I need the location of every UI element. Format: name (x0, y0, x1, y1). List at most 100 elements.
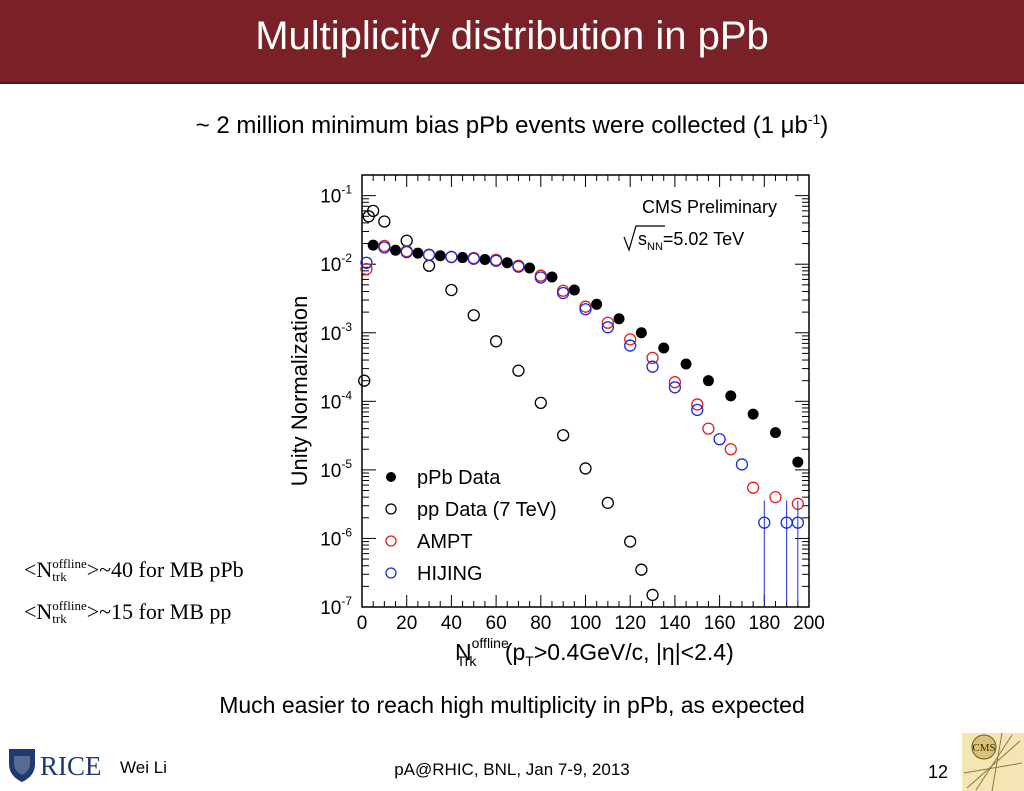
data-point (534, 396, 547, 409)
legend-marker (386, 472, 396, 482)
data-point (725, 390, 737, 402)
data-point (390, 244, 402, 256)
data-point (512, 260, 525, 273)
data-point (746, 481, 760, 494)
slide-subtitle: ~ 2 million minimum bias pPb events were… (0, 111, 1024, 140)
cms-logo-text: CMS (972, 742, 995, 754)
data-point (658, 342, 670, 354)
data-point (400, 245, 413, 259)
legend-label: pp Data (7 TeV) (417, 499, 557, 521)
data-point (467, 309, 480, 322)
data-point (479, 254, 491, 266)
data-point (489, 335, 503, 348)
subtitle-end: ) (820, 112, 829, 139)
slide-title: Multiplicity distribution in pPb (255, 14, 769, 58)
data-point (769, 427, 781, 439)
footer-event: pA@RHIC, BNL, Jan 7-9, 2013 (394, 760, 630, 779)
data-point (680, 358, 692, 370)
data-point (691, 398, 704, 411)
data-point (702, 422, 715, 435)
subtitle-sup: -1 (807, 111, 821, 127)
data-point (457, 252, 469, 264)
legend-label: AMPT (417, 531, 473, 553)
data-point (646, 588, 659, 602)
data-point (524, 262, 536, 274)
y-tick-label: 10-3 (320, 320, 352, 345)
y-tick-label: 10-6 (320, 525, 352, 550)
data-point (579, 303, 592, 316)
data-point (646, 360, 659, 373)
x-tick-label: 80 (530, 613, 551, 634)
data-point (579, 300, 592, 313)
data-point (434, 250, 446, 262)
data-point (668, 376, 682, 389)
data-point (557, 429, 570, 442)
note-mb-pp-sub: trk (52, 610, 67, 626)
data-point (646, 351, 659, 365)
data-point (624, 333, 637, 346)
data-point (624, 339, 637, 352)
y-tick-label: 10-4 (320, 388, 352, 413)
data-point (758, 516, 771, 529)
multiplicity-chart: 0 20 40 60 80 100 120 140 160 180 200 10-7 10-6 10-5 1… (287, 174, 825, 669)
data-point (724, 443, 737, 456)
data-point (702, 375, 714, 387)
data-point (358, 374, 371, 387)
data-point (378, 241, 391, 254)
x-tick-label: 200 (793, 613, 825, 634)
series-ppb-data (367, 239, 804, 468)
data-point (512, 259, 525, 272)
title-bar: Multiplicity distribution in pPb (0, 0, 1024, 84)
data-point (360, 262, 373, 276)
y-tick-label: 10-7 (320, 594, 352, 619)
data-point (445, 250, 458, 264)
series-pp-data-7-tev- (358, 204, 659, 602)
note-mb-ppb-pre: <N (24, 557, 53, 582)
y-tick-label: 10-5 (320, 457, 352, 482)
x-tick-label: 40 (441, 613, 462, 634)
data-point (568, 284, 580, 296)
annotation-cms-preliminary: CMS Preliminary (642, 197, 777, 217)
x-tick-label: 100 (570, 613, 602, 634)
data-point (412, 247, 424, 259)
data-point (668, 381, 682, 394)
data-point (467, 252, 480, 265)
legend-label: HIJING (417, 563, 483, 585)
note-mb-ppb: <N offline trk >~40 for MB pPb (24, 557, 244, 585)
data-point (422, 259, 436, 272)
data-point (735, 458, 749, 471)
data-point (769, 491, 782, 504)
x-tick-label: 120 (614, 613, 646, 634)
legend-marker (385, 535, 397, 547)
x-axis-label: Noffline Trk (pT>0.4GeV/c, |η|<2.4) (455, 635, 734, 669)
data-point (367, 204, 380, 217)
y-tick-label: 10-1 (320, 183, 352, 208)
y-axis-label: Unity Normalization (287, 296, 312, 487)
data-point (635, 327, 647, 339)
data-point (360, 256, 373, 269)
data-point (422, 248, 436, 262)
data-point (792, 456, 804, 468)
data-point (579, 462, 592, 475)
x-tick-label: 180 (748, 613, 780, 634)
data-point (534, 271, 547, 284)
data-point (601, 321, 614, 334)
series-hijing (360, 241, 804, 603)
note-mb-ppb-post: >~40 for MB pPb (86, 557, 244, 582)
x-tick-label: 20 (396, 613, 417, 634)
data-point (601, 316, 614, 329)
data-point (557, 286, 570, 300)
rice-logo-text: RICE (40, 751, 102, 781)
x-tick-label: 60 (486, 613, 507, 634)
data-point (713, 433, 726, 446)
note-mb-ppb-sup: offline (52, 555, 87, 571)
data-point (691, 403, 704, 417)
x-tick-label: 140 (659, 613, 691, 634)
subtitle-main: ~ 2 million minimum bias pPb events were… (195, 112, 808, 139)
footer-author: Wei Li (120, 758, 167, 777)
data-point (367, 239, 379, 251)
legend-marker (385, 503, 397, 515)
data-point (378, 215, 391, 228)
data-point (635, 563, 648, 576)
data-point (489, 254, 503, 267)
